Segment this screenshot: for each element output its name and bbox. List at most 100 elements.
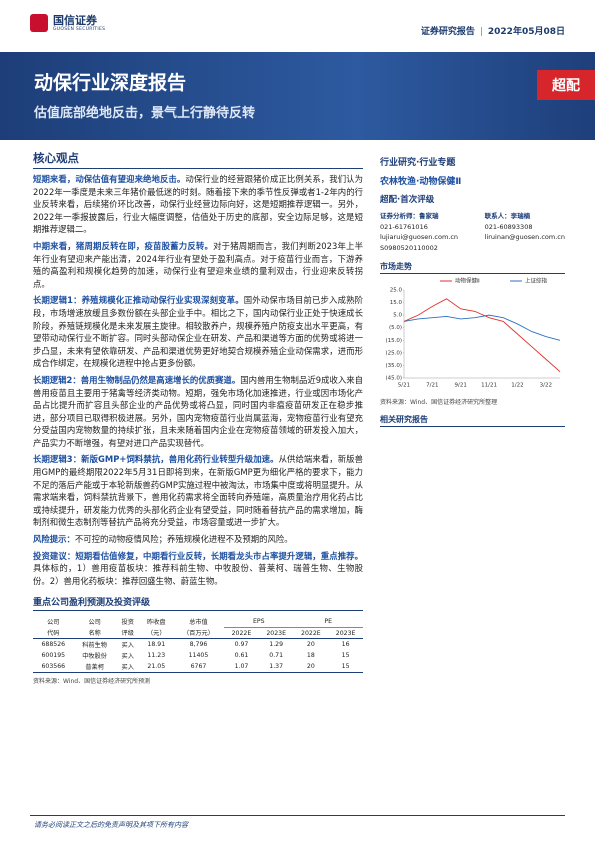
footer: 请务必阅读正文之后的免责声明及其项下所有内容 [34,821,188,829]
x-tick-label: 1/22 [511,383,523,389]
table-row: 600195 中牧股份 买入 11.23 11405 0.61 0.71 18 15 [33,650,363,661]
table-source: 资料来源：Wind、国信证券经济研究所预测 [33,678,151,686]
y-tick-label: (25.0) [385,350,402,356]
table-cell: 600195 [41,652,66,660]
table-cell: 买入 [115,661,140,674]
header-cell: 总市值 [189,619,208,627]
sidebar-industry: 农林牧渔·动物保健Ⅱ [380,177,462,187]
related-heading: 相关研究报告 [380,414,565,427]
logo: 国信证券 GUOSEN SECURITIES [30,14,105,32]
y-tick-label: (15.0) [385,338,402,344]
table-cell: 20 [306,641,315,649]
rating-tag: 超配 [537,70,595,100]
section-heading: 核心观点 [33,150,363,169]
report-subtitle: 估值底部绝地反击，景气上行静待反转 [34,106,256,121]
x-tick-label: 5/21 [398,383,410,389]
paragraph: 长期逻辑3：新版GMP+饲料禁抗，兽用化药行业转型升级加速。从供给端来看，新版兽… [33,453,363,529]
report-type: 证券研究报告 [420,27,475,37]
separator: | [479,27,483,37]
table-body: 688526 科前生物 买入 18.91 8,796 0.97 1.29 20 16 600195… [33,639,363,674]
analyst-name: 证券分析师：鲁家瑞 [380,212,439,220]
table-title: 重点公司盈利预测及投资评级 [33,595,363,612]
paragraph: 中期来看，猪周期反转在即，疫苗股蓄力反转。对于猪周期而言，我们判断2023年上半… [33,240,363,290]
contact-phone: 021-60893308 [484,222,533,231]
table-cell: 1.29 [269,641,284,649]
market-chart: 25.0 15.0 5.0 (5.0) (15.0) (25.0) (35.0) (45.0)… [385,277,561,389]
header-cell: （百万元） [172,627,225,640]
paragraph: 投资建议：短期看估值修复，中期看行业反转，长期看龙头市占率提升逻辑，重点推荐。具… [33,550,363,588]
paragraph-text: 动保行业的经营跟猪价成正比例关系，我们认为2022年一季度是未来三年猪价最低迷的… [33,174,364,235]
sidebar-category: 行业研究·行业专题 [380,158,456,168]
chart-source: 资料来源：Wind、国信证券经济研究所整理 [380,399,498,406]
table-cell: 1.07 [224,661,259,674]
table-cell: 买入 [121,653,134,661]
header-cell: EPS [224,616,294,628]
x-tick-label: 9/21 [455,383,467,389]
paragraph: 短期来看，动保估值有望迎来绝地反击。动保行业的经营跟猪价成正比例关系，我们认为2… [33,173,363,236]
y-tick-label: (35.0) [385,363,402,369]
sidebar-rating: 超配·首次评级 [380,195,435,205]
x-tick-label: 7/21 [426,383,438,389]
table-cell: 603566 [33,661,74,674]
paragraph-lead: 长期逻辑1：养殖规模化正推动动保行业实现深刻变革。 [33,295,244,306]
header-cell: 2023E [328,627,363,640]
table-cell: 18 [306,652,315,660]
paragraph-lead: 风险提示： [33,534,75,545]
paragraph: 风险提示：不可控的动物疫情风险；养殖规模化进程不及预期的风险。 [33,533,363,546]
header-cell: 2022E [293,627,329,640]
paragraph: 长期逻辑2：兽用生物制品仍然是高速增长的优质赛道。国内兽用生物制品近9成收入来自… [33,374,363,450]
banner [0,52,595,140]
paragraph-lead: 中期来看，猪周期反转在即，疫苗股蓄力反转。 [33,240,214,251]
legend-label: 上证综指 [525,277,548,285]
contact-email: liruinan@guosen.com.cn [484,233,565,241]
logo-text: 国信证券 GUOSEN SECURITIES [53,14,106,32]
footer-rule [30,815,565,816]
legend-label: 动物保健Ⅱ [455,277,480,285]
y-tick-label: 25.0 [390,288,403,294]
table-head: 公司 公司 投资 昨收盘 总市值 EPS PE 代码 名称 评级 （元） （百万元） 2022E 2023… [33,616,363,640]
paragraph-text: 国内兽用生物制品近9成收入来自兽用疫苗且主要用于猪禽等经济类动物。短期，强免市场… [33,374,364,448]
table-cell: 0.97 [234,641,249,649]
table-cell: 科前生物 [82,642,107,650]
table-row: 603566 普莱柯 买入 21.05 6767 1.07 1.37 20 15 [33,661,363,674]
header-cell: 名称 [73,627,116,640]
main-column: 核心观点 短期来看，动保估值有望迎来绝地反击。动保行业的经营跟猪价成正比例关系，… [33,150,363,685]
analyst: 证券分析师：鲁家瑞 021-61761016 lujiarui@guosen.c… [380,211,458,253]
paragraph-text: 对于猪周期而言，我们判断2023年上半年行业有望迎来产能出清，2024年行业有望… [33,240,363,289]
analyst-phone: 021-61761016 [380,222,428,231]
header-row: 公司 公司 投资 昨收盘 总市值 EPS PE [33,616,363,628]
table-cell: 11405 [188,652,209,660]
contact: 联系人：李瑞楠 021-60893308 liruinan@guosen.com… [485,211,565,253]
analyst-cert: S0980520110002 [380,243,438,252]
header-cell: 公司 [47,619,60,627]
table-cell: 16 [341,641,350,649]
paragraph-text: 具体标的，1）兽用疫苗板块：推荐科前生物、中牧股份、普莱柯、瑞普生物、生物股份。… [33,563,363,586]
table-cell: 1.37 [258,661,294,674]
contact-name: 联系人：李瑞楠 [484,212,531,220]
header-cell: 评级 [115,627,140,640]
header-row: 代码 名称 评级 （元） （百万元） 2022E 2023E 2022E 2023E [33,627,363,640]
table-cell: 688526 [41,641,66,649]
header-cell: 2022E [224,627,259,640]
logo-en: GUOSEN SECURITIES [53,26,106,32]
chart-title: 市场走势 [380,261,565,274]
paragraphs: 短期来看，动保估值有望迎来绝地反击。动保行业的经营跟猪价成正比例关系，我们认为2… [33,173,363,587]
table-cell: 15 [341,652,350,660]
report-date: 2022年05月08日 [487,27,565,37]
header-cell: 昨收盘 [147,619,166,627]
table-row: 688526 科前生物 买入 18.91 8,796 0.97 1.29 20 16 [33,639,363,651]
paragraph-lead: 投资建议：短期看估值修复，中期看行业反转，长期看龙头市占率提升逻辑，重点推荐。 [33,550,363,561]
paragraph-lead: 短期来看，动保估值有望迎来绝地反击。 [33,174,186,184]
header-meta: 证券研究报告 | 2022年05月08日 [421,24,565,37]
paragraph-lead: 长期逻辑3：新版GMP+饲料禁抗，兽用化药行业转型升级加速。 [33,454,279,465]
header-cell: 代码 [33,627,74,640]
table-cell: 20 [293,661,329,674]
forecast-table: 公司 公司 投资 昨收盘 总市值 EPS PE 代码 名称 评级 （元） （百万元） 2022E 2023… [33,616,363,674]
table-cell: 买入 [121,642,134,650]
table-cell: 0.61 [234,652,249,660]
table-cell: 8,796 [189,641,208,649]
y-tick-label: 15.0 [390,300,403,306]
paragraph-text: 国外动保市场目前已步入成熟阶段，市场增速放缓且多数份额在头部企业手中。相比之下，… [33,295,364,369]
